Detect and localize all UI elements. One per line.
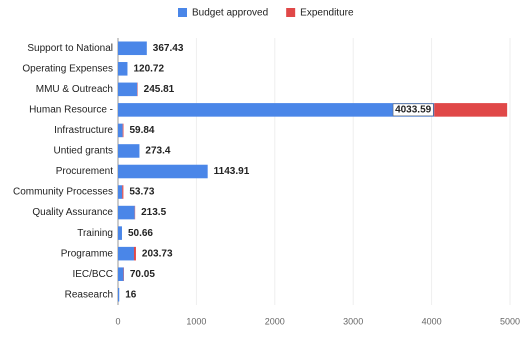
y-tick-label: Quality Assurance [32,207,113,218]
bar [118,83,137,97]
x-tick-label: 4000 [422,316,442,326]
y-tick-label: Operating Expenses [22,63,113,74]
x-tick-label: 2000 [265,316,285,326]
bar [118,206,135,220]
value-label: 203.73 [142,248,173,259]
value-label: 213.5 [141,207,166,218]
x-tick-label: 0 [115,316,120,326]
bar [118,62,127,76]
bar [118,288,119,302]
value-label: 1143.91 [214,166,250,177]
bar [123,124,124,138]
y-tick-label: Community Processes [13,187,113,198]
bar [118,247,134,261]
bar [134,247,136,261]
value-label: 53.73 [129,187,154,198]
legend-label: Expenditure [300,8,354,19]
bar [118,124,123,138]
bar [118,267,123,281]
y-tick-label: IEC/BCC [72,269,113,280]
x-tick-label: 5000 [500,316,520,326]
legend-swatch [178,8,187,17]
bar [118,144,139,158]
value-label: 120.72 [133,63,164,74]
value-label: 245.81 [144,84,175,95]
y-tick-label: Untied grants [54,146,113,157]
y-tick-label: Procurement [56,166,113,177]
value-label: 4033.59 [395,105,432,116]
y-tick-label: Support to National [27,43,113,54]
y-tick-label: Training [77,228,113,239]
legend-label: Budget approved [192,8,268,19]
y-tick-label: Infrastructure [54,125,113,136]
bar [434,103,507,117]
value-label: 273.4 [145,146,170,157]
bar [118,165,208,179]
bar [118,226,122,240]
bar [118,185,122,199]
y-tick-label: Human Resource - [29,105,113,116]
value-label: 50.66 [128,228,153,239]
bar [122,185,123,199]
value-label: 367.43 [153,43,184,54]
bar [118,41,147,55]
y-tick-label: Programme [61,248,114,259]
y-tick-label: Reasearch [65,289,113,300]
x-tick-label: 1000 [186,316,206,326]
y-tick-label: MMU & Outreach [36,84,113,95]
value-label: 70.05 [130,269,155,280]
value-label: 16 [125,289,137,300]
bar [118,103,434,117]
legend-swatch [286,8,295,17]
value-label: 59.84 [129,125,154,136]
x-tick-label: 3000 [343,316,363,326]
